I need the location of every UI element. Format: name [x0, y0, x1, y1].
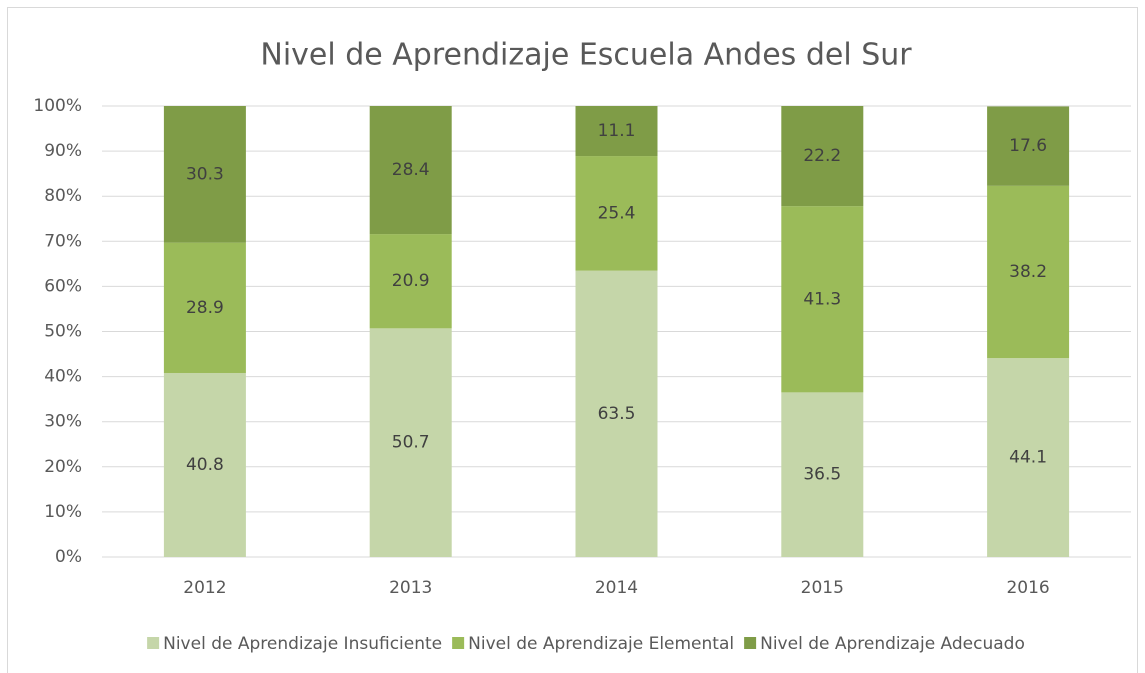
y-tick-label: 0% [55, 547, 82, 567]
bar-segment [163, 242, 246, 373]
legend-swatch [452, 637, 465, 649]
bar-segment [987, 185, 1070, 359]
data-label: 50.7 [392, 433, 430, 453]
legend-swatch [744, 637, 757, 649]
bar-segment [575, 106, 658, 157]
y-tick-label: 100% [33, 96, 82, 116]
bar-segment [163, 106, 246, 243]
legend-swatch [147, 637, 160, 649]
bar-segment [575, 270, 658, 557]
data-label: 30.3 [186, 164, 224, 184]
y-tick-label: 50% [44, 322, 82, 342]
x-tick-label: 2013 [389, 578, 432, 598]
y-tick-label: 10% [44, 502, 82, 522]
data-label: 11.1 [598, 121, 636, 141]
data-label: 25.4 [598, 203, 636, 223]
legend-label: Nivel de Aprendizaje Insuficiente [163, 634, 442, 654]
chart-title: Nivel de Aprendizaje Escuela Andes del S… [260, 38, 912, 73]
data-label: 28.9 [186, 298, 224, 318]
data-label: 63.5 [598, 404, 636, 424]
data-label: 38.2 [1009, 262, 1047, 282]
bar-segment [163, 372, 246, 557]
y-tick-label: 80% [44, 186, 82, 206]
data-label: 28.4 [392, 160, 430, 180]
data-label: 22.2 [803, 146, 841, 166]
data-label: 17.6 [1009, 136, 1047, 156]
data-label: 20.9 [392, 271, 430, 291]
y-tick-label: 30% [44, 412, 82, 432]
bar-segment [369, 234, 452, 329]
x-tick-label: 2015 [801, 578, 844, 598]
y-tick-label: 70% [44, 231, 82, 251]
legend-label: Nivel de Aprendizaje Elemental [468, 634, 734, 654]
bar-segment [575, 156, 658, 271]
data-label: 41.3 [803, 289, 841, 309]
bar-segment [987, 106, 1070, 186]
x-tick-label: 2014 [595, 578, 638, 598]
bar-segment [781, 206, 864, 393]
legend-label: Nivel de Aprendizaje Adecuado [760, 634, 1025, 654]
data-label: 40.8 [186, 455, 224, 475]
bar-segment [781, 106, 864, 207]
y-tick-label: 60% [44, 276, 82, 296]
y-tick-label: 40% [44, 367, 82, 387]
bar-segment [987, 358, 1070, 557]
y-tick-label: 90% [44, 141, 82, 161]
data-label: 36.5 [803, 465, 841, 485]
data-label: 44.1 [1009, 448, 1047, 468]
bar-segment [369, 106, 452, 235]
x-tick-label: 2012 [183, 578, 226, 598]
bar-segment [369, 328, 452, 557]
x-tick-label: 2016 [1006, 578, 1049, 598]
y-tick-label: 20% [44, 457, 82, 477]
bar-segment [781, 392, 864, 557]
